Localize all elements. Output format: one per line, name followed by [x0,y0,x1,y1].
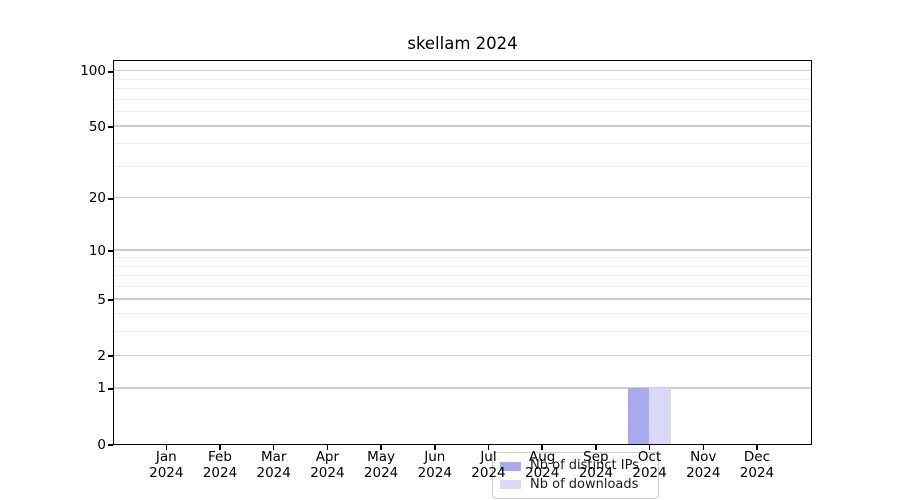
gridline-minor-7 [114,275,811,277]
y-tick-label-1: 1 [97,380,106,397]
x-tick-label-jun: Jun 2024 [403,449,467,481]
gridline-major-2 [114,354,811,356]
x-tick-label-oct: Oct 2024 [618,449,682,481]
y-tick-mark-100 [108,71,113,73]
gridline-major-50 [114,125,811,127]
x-tick-year-nov: 2024 [686,464,721,481]
legend-row-1: Nb of downloads [500,477,650,493]
x-tick-mark-jul [487,445,490,450]
gridline-major-1 [114,387,811,389]
x-tick-mark-jan [165,445,168,450]
y-tick-mark-5 [108,299,113,301]
x-tick-year-jan: 2024 [149,464,184,481]
x-tick-mark-apr [326,445,329,450]
y-tick-label-5: 5 [97,291,106,308]
x-tick-label-apr: Apr 2024 [295,449,359,481]
x-tick-label-sep: Sep 2024 [564,449,628,481]
x-tick-year-sep: 2024 [578,464,614,481]
y-tick-label-50: 50 [88,118,106,135]
y-tick-mark-50 [108,126,113,128]
gridline-minor-9 [114,257,811,259]
y-tick-mark-1 [108,388,113,390]
y-tick-label-100: 100 [80,63,106,80]
legend-label: Nb of downloads [530,476,639,492]
chart-title: skellam 2024 [407,34,518,53]
x-tick-mark-sep [595,445,597,450]
x-tick-year-feb: 2024 [202,464,238,481]
x-tick-label-feb: Feb 2024 [188,449,252,481]
y-tick-label-2: 2 [97,347,106,364]
x-tick-mark-nov [702,445,705,450]
x-tick-year-jun: 2024 [417,464,452,481]
x-tick-label-jul: Jul 2024 [456,449,520,481]
y-tick-label-20: 20 [88,190,106,207]
gridline-minor-40 [114,143,811,145]
plot-area: Nb of distinct IPs Nb of downloads [113,60,812,499]
gridline-major-10 [114,249,811,251]
gridline-minor-6 [114,286,811,288]
gridline-minor-60 [114,111,811,113]
x-tick-mark-mar [272,445,275,450]
x-tick-year-mar: 2024 [256,464,291,481]
y-tick-label-0: 0 [97,436,106,453]
x-tick-mark-feb [219,445,221,450]
y-tick-mark-2 [108,355,113,357]
gridline-minor-90 [114,78,811,80]
gridline-major-100 [114,70,811,72]
gridline-minor-8 [114,265,811,267]
legend-label: Nb of distinct IPs [530,458,639,474]
bar-downloads-oct [649,387,671,444]
x-tick-mark-jun [434,445,436,450]
y-tick-mark-20 [108,198,113,200]
x-tick-year-apr: 2024 [310,464,345,481]
x-tick-mark-may [380,445,382,450]
x-tick-mark-dec [756,445,758,450]
bar-distinct-ips-oct [627,387,650,444]
gridline-minor-80 [114,88,811,90]
x-tick-year-oct: 2024 [632,464,667,481]
y-tick-mark-10 [108,250,113,252]
y-tick-mark-0 [108,444,113,446]
x-tick-year-jul: 2024 [471,464,506,481]
y-tick-label-10: 10 [88,242,106,259]
gridline-minor-3 [114,331,811,333]
x-tick-label-nov: Nov 2024 [671,449,735,481]
legend-swatch-icon [500,461,521,471]
gridline-minor-4 [114,313,811,315]
x-tick-mark-oct [648,445,651,450]
gridline-minor-30 [114,165,811,167]
x-tick-year-may: 2024 [363,464,399,481]
x-tick-label-jan: Jan 2024 [134,449,198,481]
legend: Nb of distinct IPs Nb of downloads [492,452,659,499]
x-tick-year-dec: 2024 [739,464,775,481]
x-tick-label-aug: Aug 2024 [510,449,574,481]
legend-row-0: Nb of distinct IPs [500,458,650,474]
x-tick-year-aug: 2024 [524,464,560,481]
x-tick-label-mar: Mar 2024 [242,449,306,481]
gridline-minor-70 [114,98,811,100]
x-tick-mark-aug [541,445,543,450]
x-tick-label-may: May 2024 [349,449,413,481]
x-tick-label-dec: Dec 2024 [725,449,789,481]
gridline-major-20 [114,197,811,199]
legend-swatch-icon [500,480,521,490]
gridline-major-5 [114,298,811,300]
